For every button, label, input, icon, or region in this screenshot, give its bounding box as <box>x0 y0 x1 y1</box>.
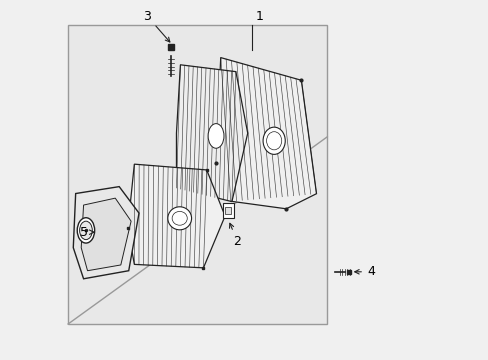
Ellipse shape <box>266 132 281 150</box>
FancyBboxPatch shape <box>68 25 326 324</box>
Text: 1: 1 <box>255 10 263 23</box>
Polygon shape <box>127 164 224 268</box>
Polygon shape <box>215 58 316 209</box>
Ellipse shape <box>167 207 191 230</box>
Ellipse shape <box>77 218 95 243</box>
Bar <box>223 203 233 218</box>
Ellipse shape <box>208 123 224 148</box>
Polygon shape <box>81 198 131 271</box>
Text: 5: 5 <box>80 226 94 239</box>
Ellipse shape <box>172 211 187 225</box>
Bar <box>225 207 231 214</box>
Polygon shape <box>73 186 139 279</box>
Ellipse shape <box>263 127 285 154</box>
Text: 2: 2 <box>229 223 241 248</box>
Text: 4: 4 <box>354 265 374 278</box>
Ellipse shape <box>80 221 92 240</box>
Polygon shape <box>176 65 247 202</box>
Text: 3: 3 <box>143 10 169 42</box>
